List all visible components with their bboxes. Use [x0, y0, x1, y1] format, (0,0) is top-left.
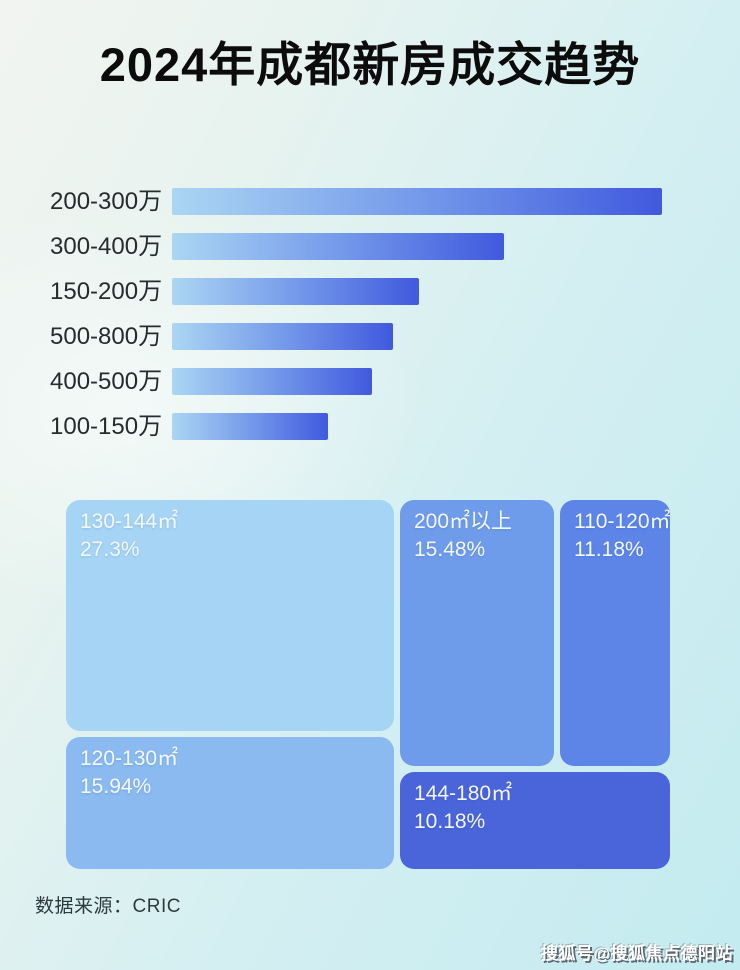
bar-track	[172, 278, 662, 305]
treemap-block-label: 200㎡以上	[414, 510, 513, 533]
bar-fill	[172, 368, 373, 395]
bar-category-label: 300-400万	[50, 232, 163, 260]
treemap-block-percent: 27.3%	[80, 538, 140, 561]
bar-row: 400-500万	[50, 368, 690, 395]
bar-fill	[172, 233, 504, 260]
bar-category-label: 200-300万	[50, 187, 163, 215]
treemap-block-label: 120-130㎡	[80, 747, 179, 770]
data-source-note: 数据来源：CRIC	[35, 896, 181, 917]
bar-category-label: 100-150万	[50, 412, 163, 440]
treemap-block-percent: 15.48%	[414, 538, 486, 561]
bar-row: 300-400万	[50, 233, 690, 260]
treemap-block-120-130: 120-130㎡ 15.94%	[66, 737, 394, 869]
bar-track	[172, 233, 662, 260]
bar-fill	[172, 413, 329, 440]
bar-category-label: 400-500万	[50, 367, 163, 395]
treemap-block-label: 144-180㎡	[414, 782, 513, 805]
bar-row: 100-150万	[50, 413, 690, 440]
bar-row: 500-800万	[50, 323, 690, 350]
treemap-block-percent: 10.18%	[414, 810, 486, 833]
bar-fill	[172, 323, 394, 350]
treemap-block-110-120: 110-120㎡ 11.18%	[560, 500, 671, 766]
treemap-block-percent: 15.94%	[80, 775, 152, 798]
treemap-block-label: 110-120㎡	[574, 510, 671, 533]
area-size-treemap: 130-144㎡ 27.3% 200㎡以上 15.48% 110-120㎡ 11…	[66, 500, 671, 869]
bar-track	[172, 368, 662, 395]
treemap-block-200-plus: 200㎡以上 15.48%	[400, 500, 554, 766]
bar-category-label: 150-200万	[50, 277, 163, 305]
bar-fill	[172, 278, 420, 305]
bar-track	[172, 188, 662, 215]
bar-fill	[172, 188, 662, 215]
treemap-block-144-180: 144-180㎡ 10.18%	[400, 772, 670, 869]
page-title: 2024年成都新房成交趋势	[99, 38, 641, 91]
bar-category-label: 500-800万	[50, 322, 163, 350]
treemap-block-130-144: 130-144㎡ 27.3%	[66, 500, 394, 731]
bar-track	[172, 323, 662, 350]
bar-row: 200-300万	[50, 188, 690, 215]
watermark: 搜狐号@搜狐焦点德阳站	[540, 944, 733, 963]
treemap-block-percent: 11.18%	[574, 538, 644, 561]
treemap-block-label: 130-144㎡	[80, 510, 179, 533]
bar-track	[172, 413, 662, 440]
price-range-bar-chart: 200-300万 300-400万 150-200万 500-800万 400-…	[50, 188, 690, 458]
bar-row: 150-200万	[50, 278, 690, 305]
